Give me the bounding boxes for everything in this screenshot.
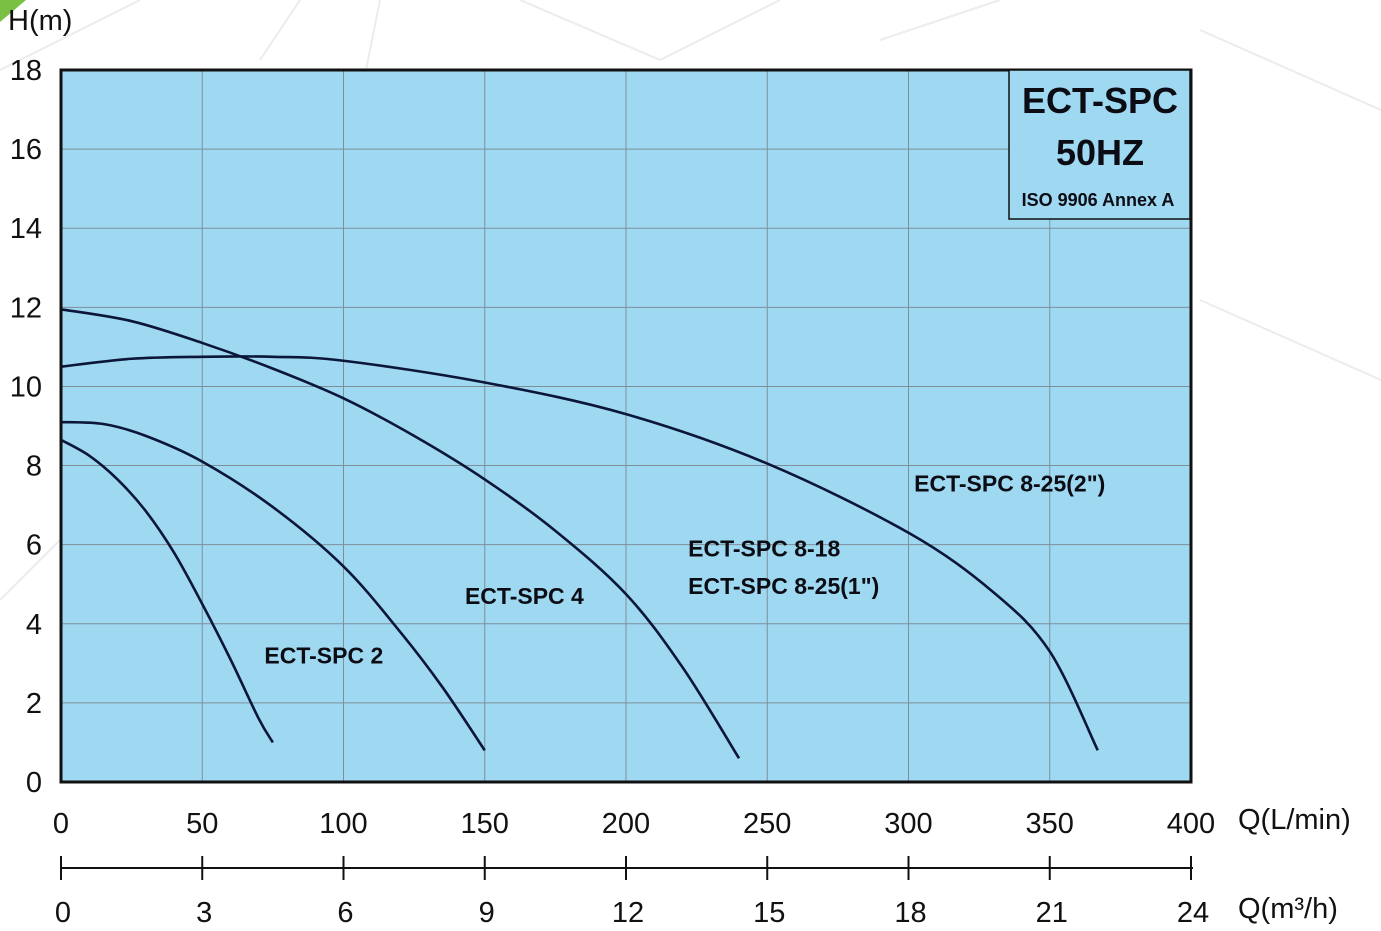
- x-tick-label: 150: [461, 808, 509, 840]
- x2-tick-label: 6: [337, 897, 353, 929]
- curve-series-4: [60, 355, 1099, 751]
- y-tick-label: 8: [26, 451, 42, 483]
- y-tick-label: 6: [26, 530, 42, 562]
- curve-label: ECT-SPC 8-25(1"): [688, 573, 879, 599]
- plot-frame: [59, 68, 1193, 784]
- y-tick-label: 2: [26, 688, 42, 720]
- gridlines: [61, 70, 1191, 782]
- x-tick-label: 300: [884, 808, 932, 840]
- y-axis-title: H(m): [8, 5, 72, 37]
- x2-tick-label: 9: [479, 897, 495, 929]
- y-tick-label: 18: [10, 55, 42, 87]
- x-tick-label: 200: [602, 808, 650, 840]
- y-tick-label: 16: [10, 134, 42, 166]
- curve-series-2: [60, 420, 486, 752]
- performance-curves: [60, 308, 1099, 759]
- x2-tick-label: 21: [1036, 897, 1068, 929]
- curve-series-1: [60, 438, 274, 744]
- x-tick-label: 100: [319, 808, 367, 840]
- x-tick-label: 0: [53, 808, 69, 840]
- x-tick-label: 250: [743, 808, 791, 840]
- x2-tick-label: 3: [196, 897, 212, 929]
- y-tick-label: 10: [10, 371, 42, 403]
- x-tick-label: 50: [186, 808, 218, 840]
- x2-tick-label: 12: [612, 897, 644, 929]
- x-tick-label: 350: [1026, 808, 1074, 840]
- x-tick-label: 400: [1167, 808, 1215, 840]
- curve-label: ECT-SPC 4: [465, 583, 584, 609]
- curve-labels: ECT-SPC 2 ECT-SPC 4 ECT-SPC 8-18 ECT-SPC 8-…: [264, 470, 1105, 668]
- box-standard-label: ISO 9906 Annex A: [1022, 190, 1175, 210]
- box-title-line1: ECT-SPC: [1022, 80, 1178, 121]
- curve-series-3: [60, 308, 741, 759]
- x2-tick-label: 24: [1177, 897, 1209, 929]
- x2-tick-label: 0: [55, 897, 71, 929]
- model-info-box: ECT-SPC 50HZ ISO 9906 Annex A: [1008, 69, 1191, 220]
- x2-tick-label: 15: [753, 897, 785, 929]
- y-tick-label: 0: [26, 767, 42, 799]
- curve-label: ECT-SPC 2: [264, 642, 383, 668]
- x-axis-title: Q(L/min): [1238, 804, 1351, 836]
- x2-axis-title: Q(m³/h): [1238, 893, 1338, 925]
- y-tick-label: 4: [26, 609, 42, 641]
- x2-tick-label: 18: [894, 897, 926, 929]
- box-title-line2: 50HZ: [1056, 132, 1144, 173]
- corner-accent: [0, 0, 26, 22]
- background-decoration: [0, 0, 1381, 601]
- y-tick-label: 12: [10, 292, 42, 324]
- curve-label: ECT-SPC 8-18: [688, 536, 840, 562]
- y-tick-label: 14: [10, 213, 42, 245]
- curve-label: ECT-SPC 8-25(2"): [914, 470, 1105, 496]
